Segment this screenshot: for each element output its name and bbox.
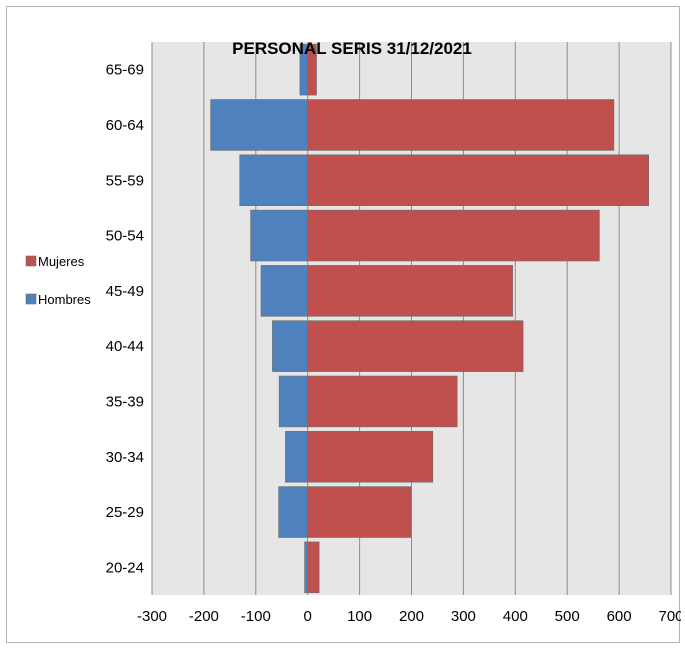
y-tick-label: 25-29 bbox=[106, 504, 144, 521]
bar-hombres-60-64 bbox=[210, 99, 309, 151]
y-tick-label: 30-34 bbox=[106, 449, 144, 466]
x-tick-label: -200 bbox=[189, 608, 219, 625]
x-tick-label: -100 bbox=[241, 608, 271, 625]
bar-mujeres-45-49 bbox=[307, 265, 514, 317]
population-pyramid-chart: 65-69 60-64 55-59 50-54 45-49 40-44 35-39 30-34… bbox=[25, 39, 681, 625]
bar-mujeres-55-59 bbox=[307, 154, 649, 206]
bar-mujeres-40-44 bbox=[307, 320, 524, 372]
y-tick-label: 20-24 bbox=[106, 559, 144, 576]
x-tick-label: 300 bbox=[451, 608, 476, 625]
x-tick-label: 400 bbox=[503, 608, 528, 625]
chart-title: PERSONAL SERIS 31/12/2021 bbox=[232, 39, 472, 58]
y-tick-label: 45-49 bbox=[106, 283, 144, 300]
bar-hombres-25-29 bbox=[278, 486, 308, 538]
bar-mujeres-60-64 bbox=[307, 99, 615, 151]
x-tick-label: 500 bbox=[555, 608, 580, 625]
bar-hombres-35-39 bbox=[278, 375, 308, 428]
x-tick-label: 0 bbox=[304, 608, 312, 625]
bar-hombres-30-34 bbox=[285, 431, 308, 483]
y-tick-label: 35-39 bbox=[106, 393, 144, 410]
y-tick-label: 60-64 bbox=[106, 117, 144, 134]
bar-mujeres-25-29 bbox=[307, 486, 412, 538]
bar-mujeres-20-24 bbox=[307, 541, 320, 594]
y-tick-label: 50-54 bbox=[106, 228, 144, 245]
bar-mujeres-50-54 bbox=[307, 209, 600, 262]
x-tick-label: 600 bbox=[607, 608, 632, 625]
bar-hombres-65-69 bbox=[299, 43, 309, 96]
bar-hombres-20-24 bbox=[304, 541, 308, 594]
legend-label-hombres: Hombres bbox=[38, 292, 91, 307]
legend-label-mujeres: Mujeres bbox=[38, 254, 85, 269]
bar-hombres-40-44 bbox=[272, 320, 308, 372]
legend-swatch-mujeres bbox=[25, 255, 37, 267]
bar-mujeres-35-39 bbox=[307, 375, 458, 428]
x-tick-label: -300 bbox=[137, 608, 167, 625]
x-tick-label: 100 bbox=[347, 608, 372, 625]
bar-hombres-50-54 bbox=[250, 209, 309, 262]
y-tick-label: 65-69 bbox=[106, 62, 144, 79]
y-axis-labels: 65-69 60-64 55-59 50-54 45-49 40-44 35-39 30-34… bbox=[106, 62, 144, 577]
bar-hombres-45-49 bbox=[260, 265, 309, 317]
legend-swatch-hombres bbox=[25, 293, 37, 305]
bar-hombres-55-59 bbox=[239, 154, 308, 206]
x-tick-label: 200 bbox=[399, 608, 424, 625]
x-axis-labels: -300 -200 -100 0 100 200 300 400 500 600 700 bbox=[137, 608, 681, 625]
legend: Mujeres Hombres bbox=[25, 254, 91, 307]
y-tick-label: 55-59 bbox=[106, 172, 144, 189]
chart-frame: 65-69 60-64 55-59 50-54 45-49 40-44 35-39 30-34… bbox=[6, 6, 681, 643]
bars bbox=[210, 43, 649, 594]
bar-mujeres-30-34 bbox=[307, 431, 434, 483]
x-tick-label: 700 bbox=[658, 608, 681, 625]
y-tick-label: 40-44 bbox=[106, 338, 144, 355]
